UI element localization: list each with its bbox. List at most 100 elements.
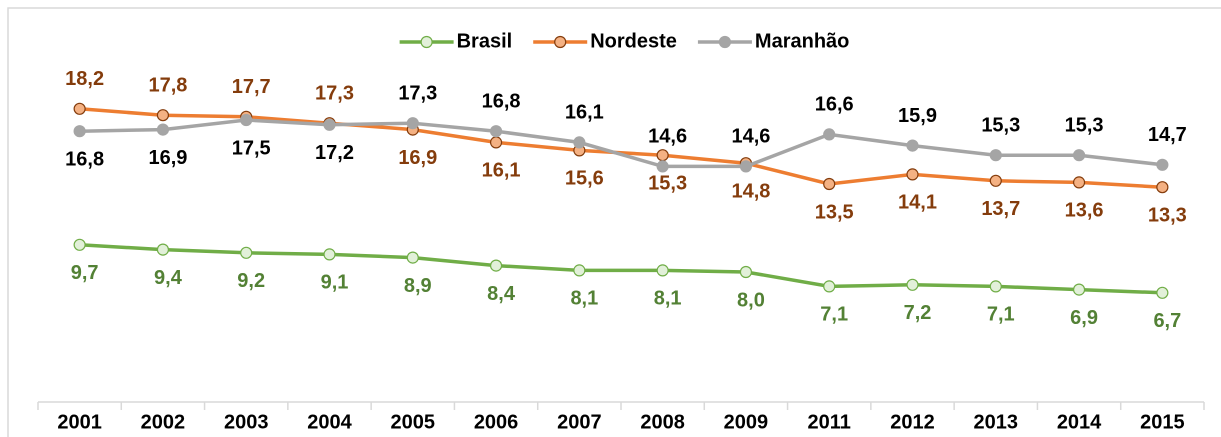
data-point bbox=[406, 251, 419, 264]
legend-label: Brasil bbox=[457, 30, 513, 52]
data-point bbox=[323, 248, 336, 261]
x-tick-label: 2004 bbox=[307, 411, 352, 433]
data-label: 17,5 bbox=[232, 137, 271, 159]
data-label: 16,6 bbox=[815, 94, 854, 116]
x-tick-label: 2007 bbox=[557, 411, 602, 433]
data-label: 13,6 bbox=[1065, 200, 1104, 222]
data-point bbox=[906, 139, 919, 152]
data-label: 16,1 bbox=[482, 160, 521, 182]
data-label: 15,3 bbox=[981, 114, 1020, 136]
x-tick-label: 2006 bbox=[474, 411, 519, 433]
data-point bbox=[156, 109, 170, 122]
data-label: 17,2 bbox=[315, 142, 354, 164]
data-label: 6,9 bbox=[1070, 307, 1098, 329]
data-label: 14,1 bbox=[898, 192, 937, 214]
data-label: 18,2 bbox=[65, 68, 104, 90]
data-point bbox=[573, 264, 586, 277]
chart-border bbox=[7, 7, 1221, 437]
x-tick-label: 2001 bbox=[57, 411, 102, 433]
data-point bbox=[240, 113, 253, 127]
data-label: 9,4 bbox=[154, 267, 183, 289]
data-point bbox=[240, 246, 253, 259]
x-tick-label: 2002 bbox=[141, 411, 186, 433]
data-point bbox=[1072, 283, 1086, 296]
data-label: 9,1 bbox=[321, 272, 349, 294]
data-label: 17,7 bbox=[232, 76, 271, 98]
data-point bbox=[1156, 286, 1169, 299]
series-line bbox=[79, 118, 1163, 169]
data-label: 8,4 bbox=[487, 283, 516, 305]
legend-marker bbox=[718, 35, 732, 49]
data-point bbox=[739, 160, 753, 173]
data-label: 7,2 bbox=[904, 302, 932, 324]
data-point bbox=[573, 136, 586, 149]
data-label: 7,1 bbox=[820, 304, 848, 326]
x-tick-label: 2011 bbox=[808, 411, 851, 433]
legend-label: Nordeste bbox=[590, 30, 677, 52]
data-point bbox=[73, 238, 86, 251]
x-tick-label: 2008 bbox=[640, 411, 685, 433]
data-point bbox=[823, 128, 836, 141]
data-point bbox=[156, 123, 170, 136]
x-tick-label: 2012 bbox=[890, 411, 935, 433]
data-label: 7,1 bbox=[987, 304, 1015, 326]
data-label: 13,7 bbox=[981, 198, 1020, 220]
data-label: 8,9 bbox=[404, 275, 432, 297]
data-label: 15,9 bbox=[898, 105, 937, 127]
legend-marker bbox=[554, 35, 567, 49]
legend-marker bbox=[420, 35, 433, 49]
legend-label: Maranhão bbox=[755, 30, 849, 52]
data-label: 13,5 bbox=[815, 201, 854, 223]
data-label: 8,0 bbox=[737, 289, 765, 311]
data-point bbox=[739, 265, 753, 279]
data-label: 8,1 bbox=[570, 288, 598, 310]
data-label: 9,2 bbox=[237, 270, 265, 292]
data-label: 15,3 bbox=[1065, 114, 1104, 136]
x-tick-label: 2014 bbox=[1057, 411, 1102, 433]
data-label: 15,3 bbox=[648, 172, 687, 194]
data-label: 6,7 bbox=[1153, 310, 1181, 332]
data-point bbox=[489, 136, 503, 149]
data-label: 14,6 bbox=[648, 126, 687, 148]
data-label: 16,8 bbox=[482, 90, 521, 112]
x-tick-label: 2005 bbox=[391, 411, 436, 433]
data-point bbox=[656, 264, 669, 277]
data-label: 17,3 bbox=[398, 82, 437, 104]
data-point bbox=[489, 259, 503, 272]
data-point bbox=[73, 102, 86, 115]
data-label: 16,1 bbox=[565, 102, 604, 124]
data-point bbox=[656, 149, 669, 162]
data-label: 14,8 bbox=[731, 180, 770, 202]
data-point bbox=[489, 125, 503, 138]
data-label: 16,8 bbox=[65, 148, 104, 170]
data-label: 14,6 bbox=[731, 126, 770, 148]
data-point bbox=[1072, 176, 1086, 189]
series-line bbox=[79, 243, 1163, 295]
data-label: 14,7 bbox=[1148, 124, 1187, 146]
data-label: 16,9 bbox=[398, 147, 437, 169]
x-tick-label: 2009 bbox=[724, 411, 769, 433]
x-tick-label: 2013 bbox=[974, 411, 1019, 433]
data-label: 9,7 bbox=[71, 262, 99, 284]
data-point bbox=[1072, 149, 1086, 162]
data-point bbox=[823, 177, 836, 191]
data-point bbox=[906, 168, 919, 181]
data-point bbox=[906, 278, 919, 291]
x-tick-label: 2003 bbox=[224, 411, 269, 433]
data-point bbox=[323, 118, 336, 131]
data-label: 8,1 bbox=[654, 288, 682, 310]
data-point bbox=[1156, 158, 1169, 171]
data-label: 15,6 bbox=[565, 168, 604, 190]
data-label: 13,3 bbox=[1148, 204, 1187, 226]
data-point bbox=[1156, 181, 1169, 194]
data-point bbox=[156, 243, 170, 256]
data-point bbox=[823, 280, 836, 293]
data-point bbox=[406, 117, 419, 130]
data-label: 17,8 bbox=[148, 74, 187, 96]
data-point bbox=[989, 174, 1002, 187]
data-point bbox=[989, 280, 1002, 293]
data-point bbox=[656, 160, 669, 173]
data-label: 17,3 bbox=[315, 82, 354, 104]
